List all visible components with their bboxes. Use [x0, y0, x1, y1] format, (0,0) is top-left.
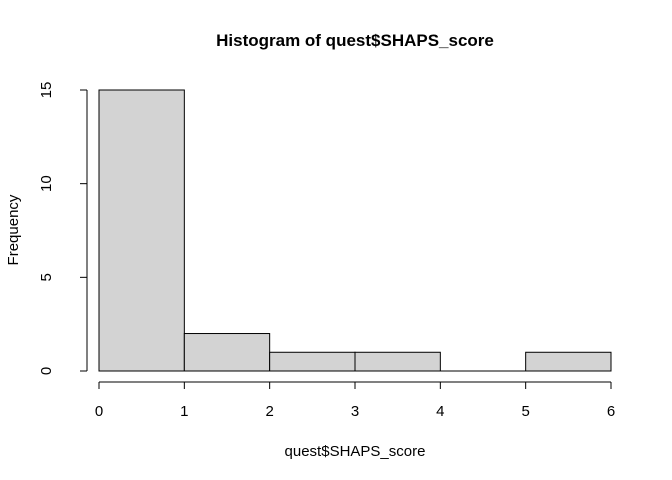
- bars-group: [98, 89, 612, 372]
- x-tick-label: 3: [351, 403, 359, 420]
- y-axis-label: Frequency: [5, 194, 22, 265]
- x-tick-label: 5: [521, 403, 529, 420]
- x-tick-label: 0: [95, 403, 103, 420]
- histogram-bar-1: [183, 333, 271, 372]
- x-tick-label: 4: [436, 403, 444, 420]
- histogram-bar-2: [269, 351, 356, 372]
- y-tick-label: 5: [38, 273, 55, 281]
- histogram-bar-0: [98, 89, 185, 372]
- y-tick-label: 15: [38, 82, 55, 99]
- y-tick-label: 0: [38, 367, 55, 375]
- y-tick-label: 10: [38, 175, 55, 192]
- histogram-bar-5: [525, 351, 612, 372]
- x-axis: 0 1 2 3 4 5 6: [95, 381, 615, 420]
- x-tick-label: 2: [265, 403, 273, 420]
- x-axis-label: quest$SHAPS_score: [285, 443, 426, 460]
- y-axis: 0 5 10 15: [38, 82, 88, 375]
- histogram-bar-3: [354, 351, 441, 372]
- x-tick-label: 6: [607, 403, 615, 420]
- x-tick-label: 1: [180, 403, 188, 420]
- chart-title: Histogram of quest$SHAPS_score: [216, 31, 494, 50]
